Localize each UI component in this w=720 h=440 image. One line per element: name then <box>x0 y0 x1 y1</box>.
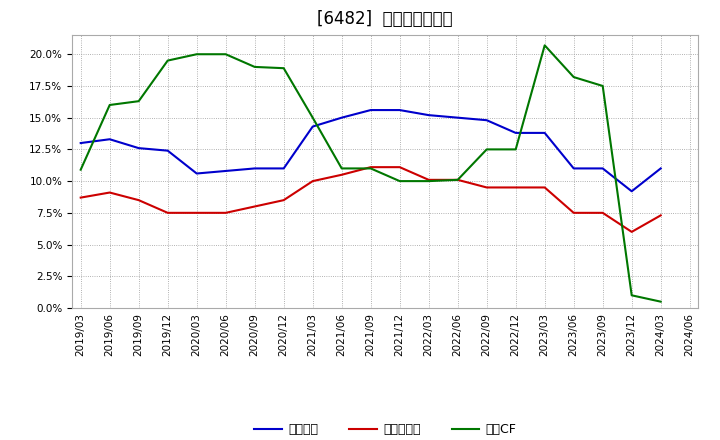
経常利益 <box>424 113 433 118</box>
当期純利益 <box>395 165 404 170</box>
経常利益 <box>251 166 259 171</box>
当期純利益 <box>570 210 578 216</box>
営業CF <box>308 115 317 120</box>
当期純利益 <box>279 198 288 203</box>
営業CF <box>570 74 578 80</box>
営業CF <box>135 99 143 104</box>
営業CF <box>163 58 172 63</box>
営業CF <box>105 103 114 108</box>
経常利益 <box>279 166 288 171</box>
営業CF <box>279 66 288 71</box>
当期純利益 <box>135 198 143 203</box>
経常利益 <box>627 189 636 194</box>
当期純利益 <box>366 165 375 170</box>
営業CF <box>598 83 607 88</box>
経常利益 <box>570 166 578 171</box>
経常利益 <box>163 148 172 153</box>
当期純利益 <box>627 229 636 235</box>
当期純利益 <box>105 190 114 195</box>
営業CF <box>627 293 636 298</box>
営業CF <box>338 166 346 171</box>
経常利益 <box>76 140 85 146</box>
営業CF <box>251 64 259 70</box>
経常利益 <box>221 169 230 174</box>
当期純利益 <box>251 204 259 209</box>
Line: 当期純利益: 当期純利益 <box>81 167 661 232</box>
営業CF <box>482 147 491 152</box>
当期純利益 <box>163 210 172 216</box>
当期純利益 <box>598 210 607 216</box>
Line: 経常利益: 経常利益 <box>81 110 661 191</box>
営業CF <box>76 167 85 172</box>
当期純利益 <box>308 179 317 184</box>
経常利益 <box>338 115 346 120</box>
Title: [6482]  マージンの推移: [6482] マージンの推移 <box>318 10 453 28</box>
経常利益 <box>541 130 549 136</box>
当期純利益 <box>76 195 85 200</box>
営業CF <box>221 51 230 57</box>
経常利益 <box>598 166 607 171</box>
経常利益 <box>482 117 491 123</box>
経常利益 <box>135 146 143 151</box>
当期純利益 <box>657 213 665 218</box>
Legend: 経常利益, 当期純利益, 営業CF: 経常利益, 当期純利益, 営業CF <box>249 418 521 440</box>
営業CF <box>366 166 375 171</box>
当期純利益 <box>482 185 491 190</box>
当期純利益 <box>221 210 230 216</box>
営業CF <box>192 51 201 57</box>
営業CF <box>541 43 549 48</box>
当期純利益 <box>424 177 433 183</box>
経常利益 <box>395 107 404 113</box>
当期純利益 <box>541 185 549 190</box>
当期純利益 <box>454 177 462 183</box>
経常利益 <box>657 166 665 171</box>
営業CF <box>424 179 433 184</box>
営業CF <box>395 179 404 184</box>
Line: 営業CF: 営業CF <box>81 45 661 302</box>
経常利益 <box>511 130 520 136</box>
経常利益 <box>105 136 114 142</box>
経常利益 <box>454 115 462 120</box>
営業CF <box>657 299 665 304</box>
当期純利益 <box>192 210 201 216</box>
経常利益 <box>308 124 317 129</box>
当期純利益 <box>338 172 346 177</box>
当期純利益 <box>511 185 520 190</box>
経常利益 <box>366 107 375 113</box>
経常利益 <box>192 171 201 176</box>
営業CF <box>454 177 462 183</box>
営業CF <box>511 147 520 152</box>
